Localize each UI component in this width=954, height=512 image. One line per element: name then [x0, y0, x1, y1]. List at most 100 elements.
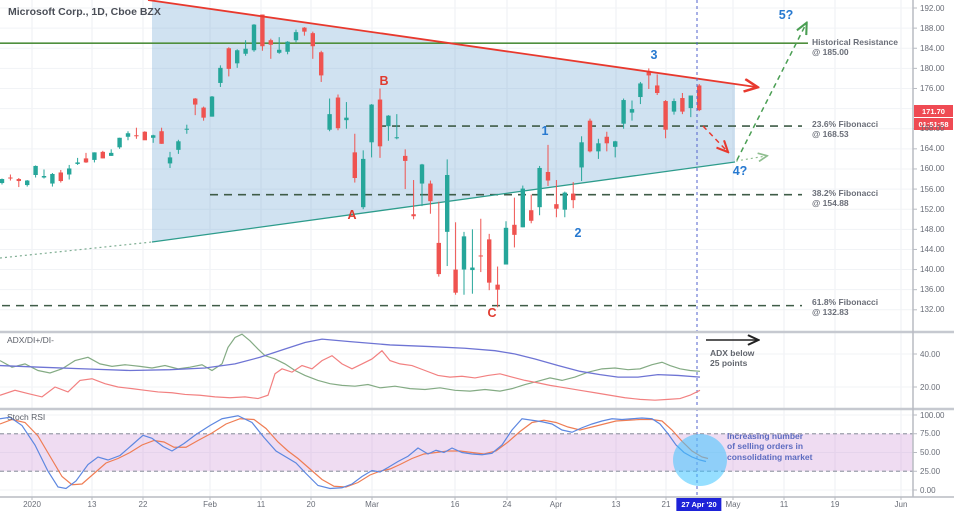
support-projection-arrow — [735, 156, 766, 161]
price-tick-label: 148.00 — [920, 224, 945, 234]
price-tick-label: 144.00 — [920, 244, 945, 254]
candle-body — [571, 193, 576, 201]
stoch-pane-label: Stoch RSI — [7, 412, 46, 422]
time-tick-label: 24 — [502, 500, 512, 509]
price-tick-label: 140.00 — [920, 265, 945, 275]
candle-body — [243, 48, 248, 54]
candle-body — [361, 158, 366, 208]
candle-body — [41, 176, 47, 178]
candle-body — [596, 143, 601, 152]
candle-body — [109, 152, 114, 156]
time-tick-label: 19 — [830, 500, 840, 509]
price-tick-label: 168.00 — [920, 124, 945, 134]
candle-body — [83, 158, 89, 163]
di-plus-line — [0, 333, 701, 392]
candle-body — [25, 180, 30, 186]
time-tick-label: 16 — [450, 500, 460, 509]
candle-body — [134, 135, 139, 137]
time-tick-label: 21 — [661, 500, 671, 509]
price-tick-label: 176.00 — [920, 83, 945, 93]
price-tick-label: 132.00 — [920, 305, 945, 315]
wave4-projection-arrow — [702, 125, 727, 151]
candle-body — [176, 141, 181, 150]
stoch-tick-label: 25.00 — [920, 466, 941, 476]
wave-label-b: B — [379, 74, 389, 88]
candle-body — [478, 255, 483, 257]
time-tick-label: 22 — [138, 500, 148, 509]
adx-line — [0, 338, 701, 378]
candle-body — [646, 70, 651, 76]
candle-body — [293, 32, 299, 41]
fib-382-label: 38.2% Fibonacci @ 154.88 — [812, 188, 879, 209]
triangle-pattern-shade — [152, 1, 735, 242]
time-tick-label: 2020 — [23, 500, 41, 509]
adx-tick-label: 40.00 — [920, 349, 941, 359]
candle-body — [260, 14, 265, 47]
candle-body — [604, 136, 609, 144]
candle-body — [344, 117, 349, 121]
candle-body — [58, 172, 63, 182]
candle-body — [520, 188, 525, 228]
candle-body — [67, 168, 72, 175]
candle-body — [403, 155, 408, 161]
candle-body — [621, 100, 626, 124]
time-tick-label: 13 — [87, 500, 97, 509]
stoch-k-line — [0, 415, 707, 490]
wave-label-4: 4? — [732, 164, 748, 178]
price-tick-label: 164.00 — [920, 144, 945, 154]
stoch-band — [0, 433, 913, 472]
candle-body — [0, 179, 5, 184]
current-price-value: 171.70 — [914, 105, 953, 117]
stoch-d-line — [0, 418, 709, 488]
candle-body — [613, 141, 618, 147]
candle-body — [487, 239, 492, 283]
candle-body — [302, 27, 307, 32]
candle-body — [663, 101, 668, 130]
candle-body — [268, 40, 273, 45]
candle-body — [428, 183, 433, 202]
candle-body — [352, 152, 357, 179]
stoch-tick-label: 75.00 — [920, 429, 941, 439]
time-tick-label: Apr — [549, 500, 563, 509]
candle-body — [503, 227, 509, 265]
price-tick-label: 136.00 — [920, 285, 945, 295]
candle-body — [50, 173, 55, 184]
wave-label-a: A — [347, 208, 357, 222]
candle-body — [335, 97, 341, 129]
candle-body — [142, 131, 147, 141]
candle-body — [251, 24, 257, 51]
wave-label-c: C — [487, 306, 497, 320]
time-tick-label: 11 — [779, 500, 789, 509]
candle-body — [16, 179, 21, 182]
candle-body — [8, 177, 13, 179]
price-tick-label: 152.00 — [920, 204, 945, 214]
candle-body — [117, 137, 122, 148]
current-price-badge: 171.70 01:51:58 — [914, 105, 953, 130]
triangle-support-line — [151, 161, 736, 243]
candle-body — [411, 214, 416, 217]
candle-body — [209, 96, 215, 117]
candle-body — [159, 131, 164, 144]
candle-body — [184, 128, 189, 130]
price-tick-label: 160.00 — [920, 164, 945, 174]
time-tick-label: 20 — [306, 500, 316, 509]
candle-body — [445, 174, 450, 232]
candle-body — [419, 164, 425, 184]
candle-body — [92, 152, 97, 160]
candle-body — [697, 85, 702, 111]
wave5-projection-arrow — [736, 24, 806, 161]
candle-body — [201, 107, 206, 118]
candle-body — [529, 210, 534, 221]
candle-body — [453, 269, 458, 293]
candle-body — [495, 284, 500, 290]
candle-body — [193, 98, 198, 105]
stoch-tick-label: 100.00 — [920, 410, 945, 420]
sell-pressure-highlight-ellipse — [673, 434, 727, 486]
candle-body — [688, 95, 693, 109]
price-tick-label: 156.00 — [920, 184, 945, 194]
wave-label-1: 1 — [541, 124, 549, 138]
candle-body — [554, 204, 559, 209]
time-tick-label: Mar — [365, 500, 379, 509]
candle-body — [33, 165, 38, 175]
